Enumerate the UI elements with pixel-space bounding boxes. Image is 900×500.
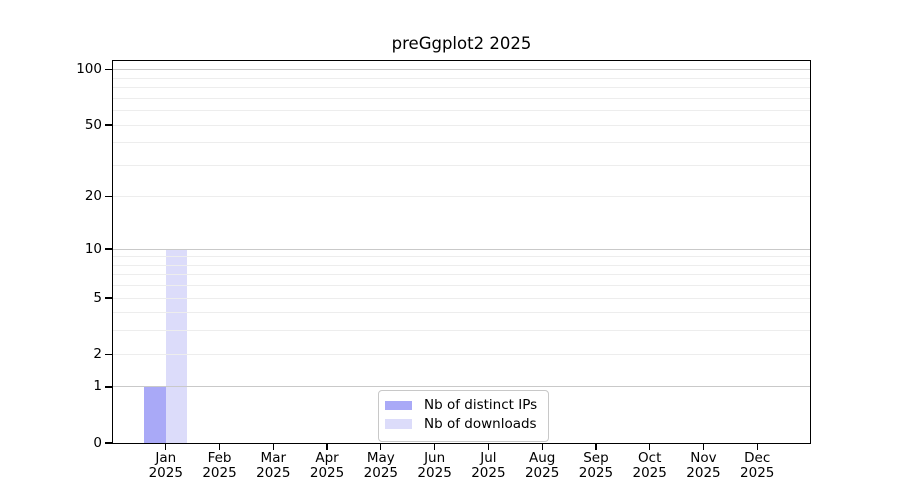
plot-area	[112, 60, 811, 444]
y-tick-mark	[105, 297, 112, 299]
chart-title: preGgplot2 2025	[391, 34, 532, 53]
x-tick-label: Nov 2025	[686, 450, 721, 481]
x-tick-label: Jan 2025	[148, 450, 183, 481]
y-tick-label: 100	[76, 61, 102, 78]
y-tick-mark	[105, 442, 112, 444]
bar-nb-of-downloads	[165, 249, 188, 443]
x-tick-label: Feb 2025	[202, 450, 237, 481]
legend-item-distinct-ips: Nb of distinct IPs	[385, 396, 548, 415]
x-tick-label: Mar 2025	[256, 450, 291, 481]
y-tick-mark	[105, 69, 112, 71]
y-tick-mark	[105, 353, 112, 355]
y-gridline-minor	[113, 274, 810, 276]
x-tick-mark	[649, 444, 651, 450]
x-tick-label: Sep 2025	[578, 450, 614, 481]
y-tick-label: 0	[93, 434, 102, 451]
y-tick-label: 50	[84, 116, 102, 133]
y-tick-mark	[105, 124, 112, 126]
legend-label-downloads: Nb of downloads	[424, 415, 537, 432]
y-gridline-minor	[113, 264, 810, 266]
y-gridline-minor	[113, 330, 810, 332]
x-tick-label: May 2025	[363, 450, 399, 481]
x-tick-label: Dec 2025	[740, 450, 775, 481]
y-gridline-minor	[113, 353, 810, 355]
x-tick-label: Aug 2025	[524, 450, 560, 481]
x-tick-mark	[702, 444, 705, 450]
y-gridline-major	[113, 69, 810, 71]
legend-swatch-downloads-icon	[385, 419, 412, 429]
y-gridline-minor	[113, 312, 810, 314]
x-tick-mark	[541, 444, 543, 450]
x-tick-label: Oct 2025	[632, 450, 667, 481]
x-tick-mark	[487, 444, 490, 450]
x-tick-label: Jul 2025	[471, 450, 506, 481]
y-gridline-minor	[113, 196, 810, 198]
y-gridline-minor	[113, 77, 810, 79]
y-gridline-minor	[113, 142, 810, 144]
y-gridline-minor	[113, 297, 810, 299]
y-tick-label: 10	[84, 240, 102, 257]
bar-nb-of-distinct-ips	[144, 386, 166, 443]
x-tick-mark	[326, 444, 328, 450]
y-gridline-minor	[113, 110, 810, 112]
y-tick-mark	[105, 196, 112, 198]
y-gridline-minor	[113, 97, 810, 99]
y-gridline-major	[113, 386, 810, 388]
x-tick-mark	[165, 444, 167, 450]
legend-label-distinct-ips: Nb of distinct IPs	[424, 397, 538, 414]
x-tick-mark	[595, 444, 597, 450]
y-tick-label: 5	[93, 289, 102, 306]
legend-item-downloads: Nb of downloads	[385, 415, 548, 434]
y-tick-label: 20	[84, 188, 102, 205]
x-tick-mark	[756, 444, 758, 450]
x-tick-mark	[218, 444, 221, 450]
y-gridline-minor	[113, 164, 810, 166]
y-gridline-minor	[113, 124, 810, 126]
x-tick-mark	[380, 444, 382, 450]
y-tick-mark	[105, 248, 112, 250]
legend: Nb of distinct IPs Nb of downloads	[378, 390, 549, 442]
x-tick-label: Apr 2025	[309, 450, 345, 481]
x-tick-label: Jun 2025	[417, 450, 452, 481]
y-tick-label: 1	[93, 378, 102, 395]
y-tick-label: 2	[93, 345, 102, 362]
legend-swatch-distinct-ips-icon	[385, 400, 412, 410]
x-tick-mark	[433, 444, 436, 450]
y-tick-mark	[105, 386, 112, 388]
y-gridline-minor	[113, 87, 810, 89]
x-tick-mark	[272, 444, 274, 450]
y-gridline-minor	[113, 285, 810, 287]
y-gridline-minor	[113, 256, 810, 258]
y-gridline-major	[113, 248, 810, 250]
